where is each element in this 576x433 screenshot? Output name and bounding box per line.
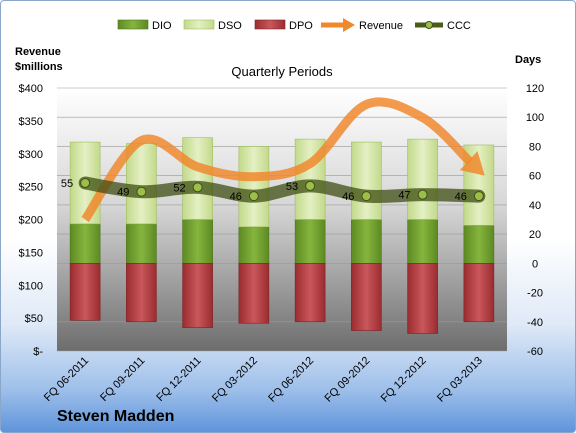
- legend-arrowhead-revenue: [343, 18, 355, 32]
- left-axis-tick-label: $150: [19, 247, 43, 259]
- bar-dio: [351, 219, 382, 264]
- category-tick-label: FQ 03-2013: [435, 355, 485, 405]
- left-axis-title-line1: Revenue: [15, 46, 61, 58]
- bar-dpo: [69, 263, 101, 321]
- category-tick-label: FQ 06-2012: [266, 355, 316, 405]
- right-axis-tick-label: -40: [527, 317, 543, 329]
- bar-dso: [351, 141, 382, 220]
- ccc-data-label: 46: [342, 191, 354, 203]
- legend-marker-ccc: [425, 21, 433, 29]
- left-axis-title-line2: $millions: [15, 61, 63, 73]
- revenue-layer: [81, 97, 485, 223]
- legend: DIO DSO DPO Revenue CCC: [117, 18, 471, 32]
- bar-dpo: [351, 263, 382, 331]
- ccc-point: [136, 186, 147, 197]
- left-axis-tick-label: $400: [19, 83, 43, 95]
- revenue-arrowhead: [459, 151, 485, 176]
- ccc-data-label: 55: [61, 178, 73, 190]
- bar-dpo: [238, 263, 270, 324]
- bar-dio: [407, 219, 438, 264]
- bar-dio: [69, 223, 101, 264]
- ccc-layer: 55 49 52 46 53 46 47 46: [61, 176, 486, 203]
- company-name: Steven Madden: [57, 408, 174, 425]
- legend-swatch-dio: [117, 19, 149, 30]
- left-axis-tick-label: $-: [33, 346, 43, 358]
- left-axis-tick-label: $300: [19, 149, 43, 161]
- bar-dio: [126, 223, 157, 264]
- right-axis-tick-label: 120: [526, 83, 544, 95]
- right-axis-tick-label: -20: [527, 288, 543, 300]
- category-tick-label: FQ 12-2012: [379, 355, 429, 405]
- bar-dpo: [182, 263, 213, 328]
- legend-swatch-dso: [183, 19, 215, 30]
- left-axis-tick-label: $250: [19, 182, 43, 194]
- ccc-data-label: 49: [117, 187, 129, 199]
- left-axis-tick-label: $100: [19, 280, 43, 292]
- bar-dpo: [126, 263, 157, 323]
- ccc-data-label: 52: [173, 182, 185, 194]
- revenue-line: [81, 97, 474, 223]
- right-axis-tick-label: 40: [529, 200, 541, 212]
- category-tick-label: FQ 12-2011: [154, 355, 203, 404]
- legend-label-dpo: DPO: [289, 20, 313, 32]
- right-axis-tick-label: -60: [527, 346, 543, 358]
- category-tick-label: FQ 09-2012: [323, 355, 373, 405]
- left-axis-tick-label: $350: [19, 116, 43, 128]
- bar-dso: [182, 137, 213, 220]
- bar-dso: [238, 146, 270, 228]
- bar-dio: [294, 219, 326, 264]
- right-axis-tick-label: 80: [529, 141, 541, 153]
- ccc-point: [305, 180, 316, 191]
- right-axis-tick-label: 60: [529, 171, 541, 183]
- legend-label-revenue: Revenue: [359, 20, 403, 32]
- bar-dpo: [463, 263, 495, 323]
- bar-dpo: [407, 263, 438, 334]
- bar-dio: [182, 219, 213, 264]
- right-axis-tick-label: 20: [529, 229, 541, 241]
- category-tick-label: FQ 03-2012: [210, 355, 260, 405]
- bar-dpo: [294, 263, 326, 323]
- bar-dio: [238, 226, 270, 264]
- ccc-point: [248, 191, 259, 202]
- ccc-data-label: 47: [398, 190, 410, 202]
- left-axis-tick-label: $50: [25, 313, 43, 325]
- legend-label-dso: DSO: [218, 20, 242, 32]
- right-axis-tick-label: 100: [526, 112, 544, 124]
- category-tick-label: FQ 06-2011: [42, 355, 91, 404]
- ccc-point: [361, 191, 372, 202]
- legend-label-ccc: CCC: [447, 20, 471, 32]
- ccc-data-label: 46: [455, 191, 467, 203]
- bars-layer: [69, 137, 495, 334]
- right-axis-tick-label: 0: [532, 258, 538, 270]
- bar-dio: [463, 225, 495, 264]
- bar-dso: [407, 138, 438, 220]
- legend-swatch-dpo: [254, 19, 286, 30]
- chart-title: Quarterly Periods: [231, 64, 333, 79]
- ccc-point: [80, 177, 91, 188]
- category-tick-label: FQ 09-2011: [98, 355, 147, 404]
- ccc-data-label: 46: [230, 191, 242, 203]
- ccc-point: [473, 191, 484, 202]
- right-axis-title: Days: [515, 54, 541, 66]
- ccc-data-label: 53: [286, 181, 298, 193]
- legend-label-dio: DIO: [152, 20, 172, 32]
- ccc-point: [417, 189, 428, 200]
- ccc-point: [192, 182, 203, 193]
- left-axis-tick-label: $200: [19, 215, 43, 227]
